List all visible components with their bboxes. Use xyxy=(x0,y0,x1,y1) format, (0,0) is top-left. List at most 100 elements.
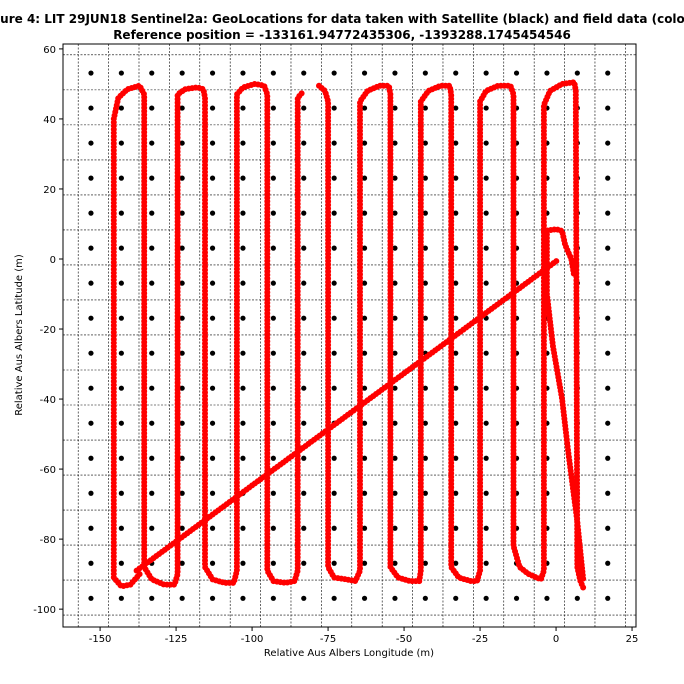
satellite-point xyxy=(179,525,185,531)
satellite-point xyxy=(209,560,216,566)
satellite-point xyxy=(544,70,550,76)
satellite-point xyxy=(301,560,307,566)
satellite-point xyxy=(483,70,489,76)
x-tick-label: -150 xyxy=(89,634,112,645)
satellite-point xyxy=(361,560,368,566)
satellite-point xyxy=(605,350,611,356)
satellite-point xyxy=(605,280,611,286)
satellite-point xyxy=(88,280,94,286)
satellite-point xyxy=(209,105,216,111)
satellite-point xyxy=(209,70,216,76)
satellite-point xyxy=(605,455,611,461)
satellite-point xyxy=(209,140,216,146)
satellite-point xyxy=(149,105,155,111)
satellite-point xyxy=(179,595,185,601)
satellite-point xyxy=(301,245,307,251)
satellite-point xyxy=(240,560,246,566)
satellite-point xyxy=(331,315,337,321)
satellite-point xyxy=(392,490,398,496)
satellite-point xyxy=(301,175,307,181)
satellite-point xyxy=(453,350,459,356)
satellite-point xyxy=(179,315,185,321)
satellite-point xyxy=(118,455,124,461)
satellite-point xyxy=(392,350,398,356)
satellite-point xyxy=(453,105,459,111)
satellite-point xyxy=(270,350,276,356)
satellite-point xyxy=(483,245,489,251)
satellite-point xyxy=(605,315,611,321)
satellite-point xyxy=(301,280,307,286)
satellite-point xyxy=(301,490,307,496)
satellite-point xyxy=(301,210,307,216)
satellite-point xyxy=(270,455,276,461)
plot-frame xyxy=(62,43,637,628)
satellite-point xyxy=(270,420,276,426)
satellite-point xyxy=(149,140,155,146)
satellite-point xyxy=(483,525,489,531)
satellite-point xyxy=(392,70,398,76)
satellite-point xyxy=(605,490,611,496)
satellite-point xyxy=(118,490,124,496)
satellite-point xyxy=(209,525,216,531)
satellite-point xyxy=(483,210,489,216)
satellite-point xyxy=(270,70,276,76)
satellite-point xyxy=(149,420,155,426)
satellite-point xyxy=(392,175,398,181)
satellite-point xyxy=(361,490,368,496)
satellite-point xyxy=(301,70,307,76)
satellite-point xyxy=(301,350,307,356)
satellite-point xyxy=(179,105,185,111)
satellite-point xyxy=(149,525,155,531)
chart-title: Figure 4: LIT 29JUN18 Sentinel2a: GeoLoc… xyxy=(0,12,684,26)
y-tick-label: -60 xyxy=(40,465,56,476)
satellite-point xyxy=(361,140,368,146)
satellite-point xyxy=(392,560,398,566)
satellite-point xyxy=(453,560,459,566)
satellite-point xyxy=(605,595,611,601)
satellite-point xyxy=(483,175,489,181)
satellite-point xyxy=(392,210,398,216)
satellite-point xyxy=(149,490,155,496)
satellite-point xyxy=(88,560,94,566)
satellite-point xyxy=(270,175,276,181)
satellite-point xyxy=(453,140,459,146)
satellite-point xyxy=(118,175,124,181)
satellite-point xyxy=(301,595,307,601)
y-tick-label: -100 xyxy=(33,605,56,616)
satellite-point xyxy=(149,455,155,461)
satellite-point xyxy=(331,245,337,251)
satellite-point xyxy=(240,315,246,321)
satellite-point xyxy=(270,315,276,321)
satellite-point xyxy=(513,70,520,76)
satellite-point xyxy=(209,420,216,426)
satellite-point xyxy=(605,420,611,426)
satellite-point xyxy=(361,350,368,356)
satellite-point xyxy=(240,210,246,216)
satellite-point xyxy=(331,350,337,356)
satellite-point xyxy=(301,315,307,321)
y-tick-label: 20 xyxy=(43,185,56,196)
y-axis-label: Relative Aus Albers Latitude (m) xyxy=(14,254,25,416)
satellite-point xyxy=(392,105,398,111)
satellite-point xyxy=(209,385,216,391)
satellite-point xyxy=(270,105,276,111)
satellite-point xyxy=(179,385,185,391)
satellite-point xyxy=(118,70,124,76)
y-tick-label: -20 xyxy=(40,325,56,336)
satellite-point xyxy=(209,210,216,216)
satellite-point xyxy=(453,210,459,216)
satellite-point xyxy=(149,315,155,321)
satellite-point xyxy=(88,490,94,496)
satellite-point xyxy=(179,210,185,216)
satellite-point xyxy=(149,595,155,601)
satellite-point xyxy=(422,140,428,146)
satellite-point xyxy=(270,140,276,146)
satellite-point xyxy=(483,350,489,356)
satellite-point xyxy=(301,525,307,531)
satellite-point xyxy=(422,525,428,531)
satellite-point xyxy=(209,455,216,461)
satellite-point xyxy=(361,245,368,251)
satellite-point xyxy=(605,140,611,146)
satellite-point xyxy=(422,70,428,76)
